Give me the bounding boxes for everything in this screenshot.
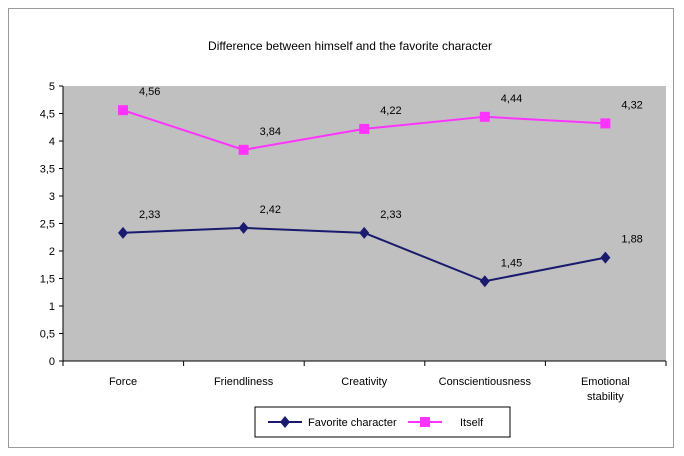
data-point bbox=[479, 111, 490, 122]
y-tick-label: 4 bbox=[49, 136, 55, 148]
legend-label: Itself bbox=[460, 417, 484, 429]
x-tick-label: Friendliness bbox=[214, 376, 274, 388]
y-tick-label: 5 bbox=[49, 81, 55, 93]
y-tick-label: 0 bbox=[49, 356, 55, 368]
legend-marker bbox=[420, 417, 430, 427]
y-tick-label: 3 bbox=[49, 191, 55, 203]
data-label: 3,84 bbox=[260, 126, 281, 138]
legend-marker bbox=[280, 416, 290, 428]
data-label: 4,56 bbox=[139, 86, 160, 98]
data-label: 2,33 bbox=[139, 209, 160, 221]
x-tick-label: Conscientiousness bbox=[439, 376, 532, 388]
data-label: 4,32 bbox=[621, 99, 642, 111]
legend: Favorite character Itself bbox=[254, 406, 511, 438]
data-label: 1,88 bbox=[621, 234, 642, 246]
data-label: 4,22 bbox=[380, 105, 401, 117]
x-tick-label: Force bbox=[109, 376, 137, 388]
y-tick-label: 0,5 bbox=[40, 329, 55, 341]
y-tick-label: 3,5 bbox=[40, 164, 55, 176]
y-tick-label: 2 bbox=[49, 246, 55, 258]
y-tick-label: 4,5 bbox=[40, 109, 55, 121]
data-point bbox=[359, 123, 370, 134]
y-tick-label: 2,5 bbox=[40, 219, 55, 231]
data-point bbox=[600, 251, 611, 264]
data-point bbox=[238, 144, 249, 155]
chart-title: Difference between himself and the favor… bbox=[208, 39, 492, 53]
y-tick-label: 1,5 bbox=[40, 274, 55, 286]
data-point bbox=[479, 275, 490, 288]
data-point bbox=[600, 118, 611, 129]
data-label: 2,33 bbox=[380, 209, 401, 221]
data-point bbox=[359, 226, 370, 239]
x-tick-label: Creativity bbox=[341, 376, 387, 388]
x-tick-label: Emotional stability bbox=[581, 376, 630, 403]
data-label: 4,44 bbox=[501, 93, 522, 105]
data-label: 1,45 bbox=[501, 257, 522, 269]
data-point bbox=[238, 221, 249, 234]
legend-label: Favorite character bbox=[308, 417, 397, 429]
data-point bbox=[118, 105, 128, 116]
data-label: 2,42 bbox=[260, 204, 281, 216]
data-point bbox=[118, 226, 128, 239]
y-tick-label: 1 bbox=[49, 301, 55, 313]
